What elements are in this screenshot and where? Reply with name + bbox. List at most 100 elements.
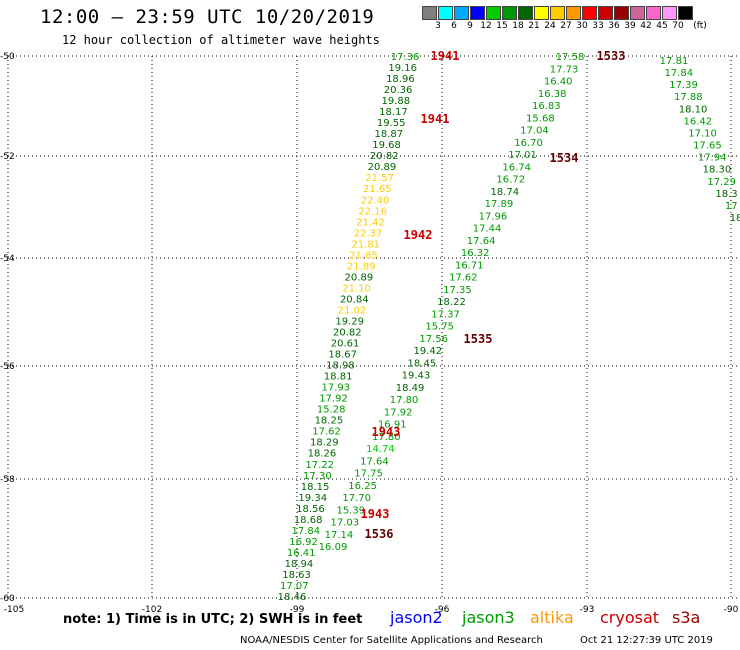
wave-height-reading-track-a: 21.89 xyxy=(347,261,376,272)
wave-height-reading-track-b: 17.89 xyxy=(485,199,514,210)
wave-height-reading-track-a: 18.46 xyxy=(278,592,307,603)
wave-height-reading-track-c: 17.81 xyxy=(660,56,689,67)
wave-height-reading-track-a: 17.92 xyxy=(319,394,348,405)
y-tick-label: -54 xyxy=(0,254,15,264)
color-swatch xyxy=(630,6,645,20)
wave-height-reading-track-a: 20.36 xyxy=(384,85,413,96)
wave-height-reading-track-a: 20.82 xyxy=(333,328,362,339)
wave-height-reading-track-b: 16.83 xyxy=(532,101,561,112)
wave-height-reading-track-c: 17 xyxy=(725,201,738,212)
wave-height-reading-track-b: 16.32 xyxy=(461,248,490,259)
wave-height-color-scale: 3 6 9 12 15 18 21 24 27 30 33 36 39 42 45 70 (ft) xyxy=(422,6,707,36)
wave-height-reading-track-b: 18.45 xyxy=(408,358,437,369)
color-scale-unit: (ft) xyxy=(693,21,707,31)
wave-height-reading-track-b: 17.35 xyxy=(443,285,472,296)
color-swatch xyxy=(550,6,565,20)
wave-height-reading-track-b: 17.80 xyxy=(372,432,401,443)
pass-time-label: 1533 xyxy=(597,49,626,63)
wave-height-reading-track-c: 18.3 xyxy=(715,189,737,200)
wave-height-reading-track-b: 17.73 xyxy=(550,64,579,75)
color-swatch xyxy=(422,6,437,20)
map-subtitle: 12 hour collection of altimeter wave hei… xyxy=(62,33,380,47)
wave-height-reading-track-a: 19.29 xyxy=(335,316,364,327)
wave-height-reading-track-b: 17.03 xyxy=(331,518,360,529)
wave-height-reading-track-b: 17.14 xyxy=(325,530,354,541)
wave-height-reading-track-b: 19.43 xyxy=(402,371,431,382)
color-scale-label: 3 xyxy=(435,21,441,31)
units-note: note: 1) Time is in UTC; 2) SWH is in fe… xyxy=(63,612,363,627)
wave-height-reading-track-a: 17.07 xyxy=(280,581,309,592)
wave-height-reading-track-a: 18.87 xyxy=(375,129,404,140)
wave-height-reading-track-c: 18.30 xyxy=(703,165,732,176)
wave-height-reading-track-b: 18.49 xyxy=(396,383,425,394)
wave-height-reading-track-b: 15.39 xyxy=(336,505,365,516)
color-scale-label: 70 xyxy=(672,21,684,31)
color-swatch xyxy=(470,6,485,20)
color-scale-label: 45 xyxy=(656,21,668,31)
wave-height-reading-track-b: 17.64 xyxy=(467,236,496,247)
wave-height-reading-track-c: 17.88 xyxy=(674,92,703,103)
wave-height-reading-track-b: 16.71 xyxy=(455,260,484,271)
wave-height-reading-track-b: 16.72 xyxy=(496,175,525,186)
wave-height-reading-track-a: 15.28 xyxy=(317,405,346,416)
wave-height-reading-track-a: 17.84 xyxy=(292,526,321,537)
wave-height-reading-track-a: 18.15 xyxy=(301,482,330,493)
wave-height-reading-track-a: 19.88 xyxy=(381,96,410,107)
wave-height-reading-track-b: 17.62 xyxy=(449,273,478,284)
color-swatch xyxy=(518,6,533,20)
wave-height-reading-track-c: 17.94 xyxy=(698,153,727,164)
wave-height-reading-track-b: 18.22 xyxy=(437,297,466,308)
wave-height-reading-track-a: 21.65 xyxy=(363,184,392,195)
wave-height-reading-track-a: 20.82 xyxy=(370,151,399,162)
pass-time-label: 1535 xyxy=(464,332,493,346)
wave-height-reading-track-b: 18.74 xyxy=(491,187,520,198)
color-scale-label: 30 xyxy=(576,21,588,31)
wave-height-reading-track-a: 18.94 xyxy=(285,559,314,570)
color-swatch xyxy=(582,6,597,20)
wave-height-reading-track-b: 17.75 xyxy=(354,469,383,480)
legend-jason2: jason2 xyxy=(390,608,443,627)
pass-time-label: 1942 xyxy=(404,228,433,242)
wave-height-reading-track-a: 21.81 xyxy=(351,239,380,250)
wave-height-reading-track-a: 18.63 xyxy=(282,570,311,581)
y-tick-label: -50 xyxy=(0,52,15,62)
wave-height-reading-track-b: 17.92 xyxy=(384,407,413,418)
color-scale-label: 18 xyxy=(512,21,524,31)
wave-height-reading-track-b: 14.74 xyxy=(366,444,395,455)
wave-height-reading-track-a: 17.93 xyxy=(321,383,350,394)
color-scale-label: 9 xyxy=(467,21,473,31)
color-scale-label: 27 xyxy=(560,21,572,31)
legend-altika: altika xyxy=(530,608,574,627)
wave-height-reading-track-b: 16.70 xyxy=(514,138,543,149)
wave-height-reading-track-c: 16.42 xyxy=(684,116,713,127)
color-swatch xyxy=(566,6,581,20)
footer-timestamp: Oct 21 12:27:39 UTC 2019 xyxy=(580,635,713,646)
wave-height-reading-track-a: 20.84 xyxy=(340,294,369,305)
wave-height-reading-track-a: 17.62 xyxy=(312,427,341,438)
wave-height-reading-track-b: 17.96 xyxy=(479,211,508,222)
color-scale-label: 36 xyxy=(608,21,620,31)
y-tick-label: -52 xyxy=(0,152,15,162)
color-scale-label: 21 xyxy=(528,21,540,31)
wave-height-reading-track-b: 17.58 xyxy=(556,52,585,63)
wave-height-reading-track-c: 17.29 xyxy=(707,177,736,188)
wave-height-reading-track-b: 17.56 xyxy=(419,334,448,345)
color-scale-label: 24 xyxy=(544,21,556,31)
wave-height-reading-track-a: 18.17 xyxy=(379,107,408,118)
wave-height-reading-track-a: 18.26 xyxy=(308,449,337,460)
wave-height-reading-track-a: 18.25 xyxy=(315,416,344,427)
wave-height-reading-track-a: 21.85 xyxy=(349,250,378,261)
wave-height-reading-track-c: 18.10 xyxy=(679,104,708,115)
pass-time-label: 1536 xyxy=(365,527,394,541)
wave-height-reading-track-a: 21.57 xyxy=(365,173,394,184)
x-tick-label: -93 xyxy=(580,605,595,615)
x-tick-label: -90 xyxy=(724,605,739,615)
wave-height-reading-track-a: 18.67 xyxy=(328,350,357,361)
wave-height-reading-track-a: 20.89 xyxy=(345,272,374,283)
wave-height-reading-track-a: 22.37 xyxy=(354,228,383,239)
wave-height-reading-track-a: 17.30 xyxy=(303,471,332,482)
pass-time-label: 1941 xyxy=(431,49,460,63)
color-swatch xyxy=(678,6,693,20)
color-scale-label: 42 xyxy=(640,21,652,31)
